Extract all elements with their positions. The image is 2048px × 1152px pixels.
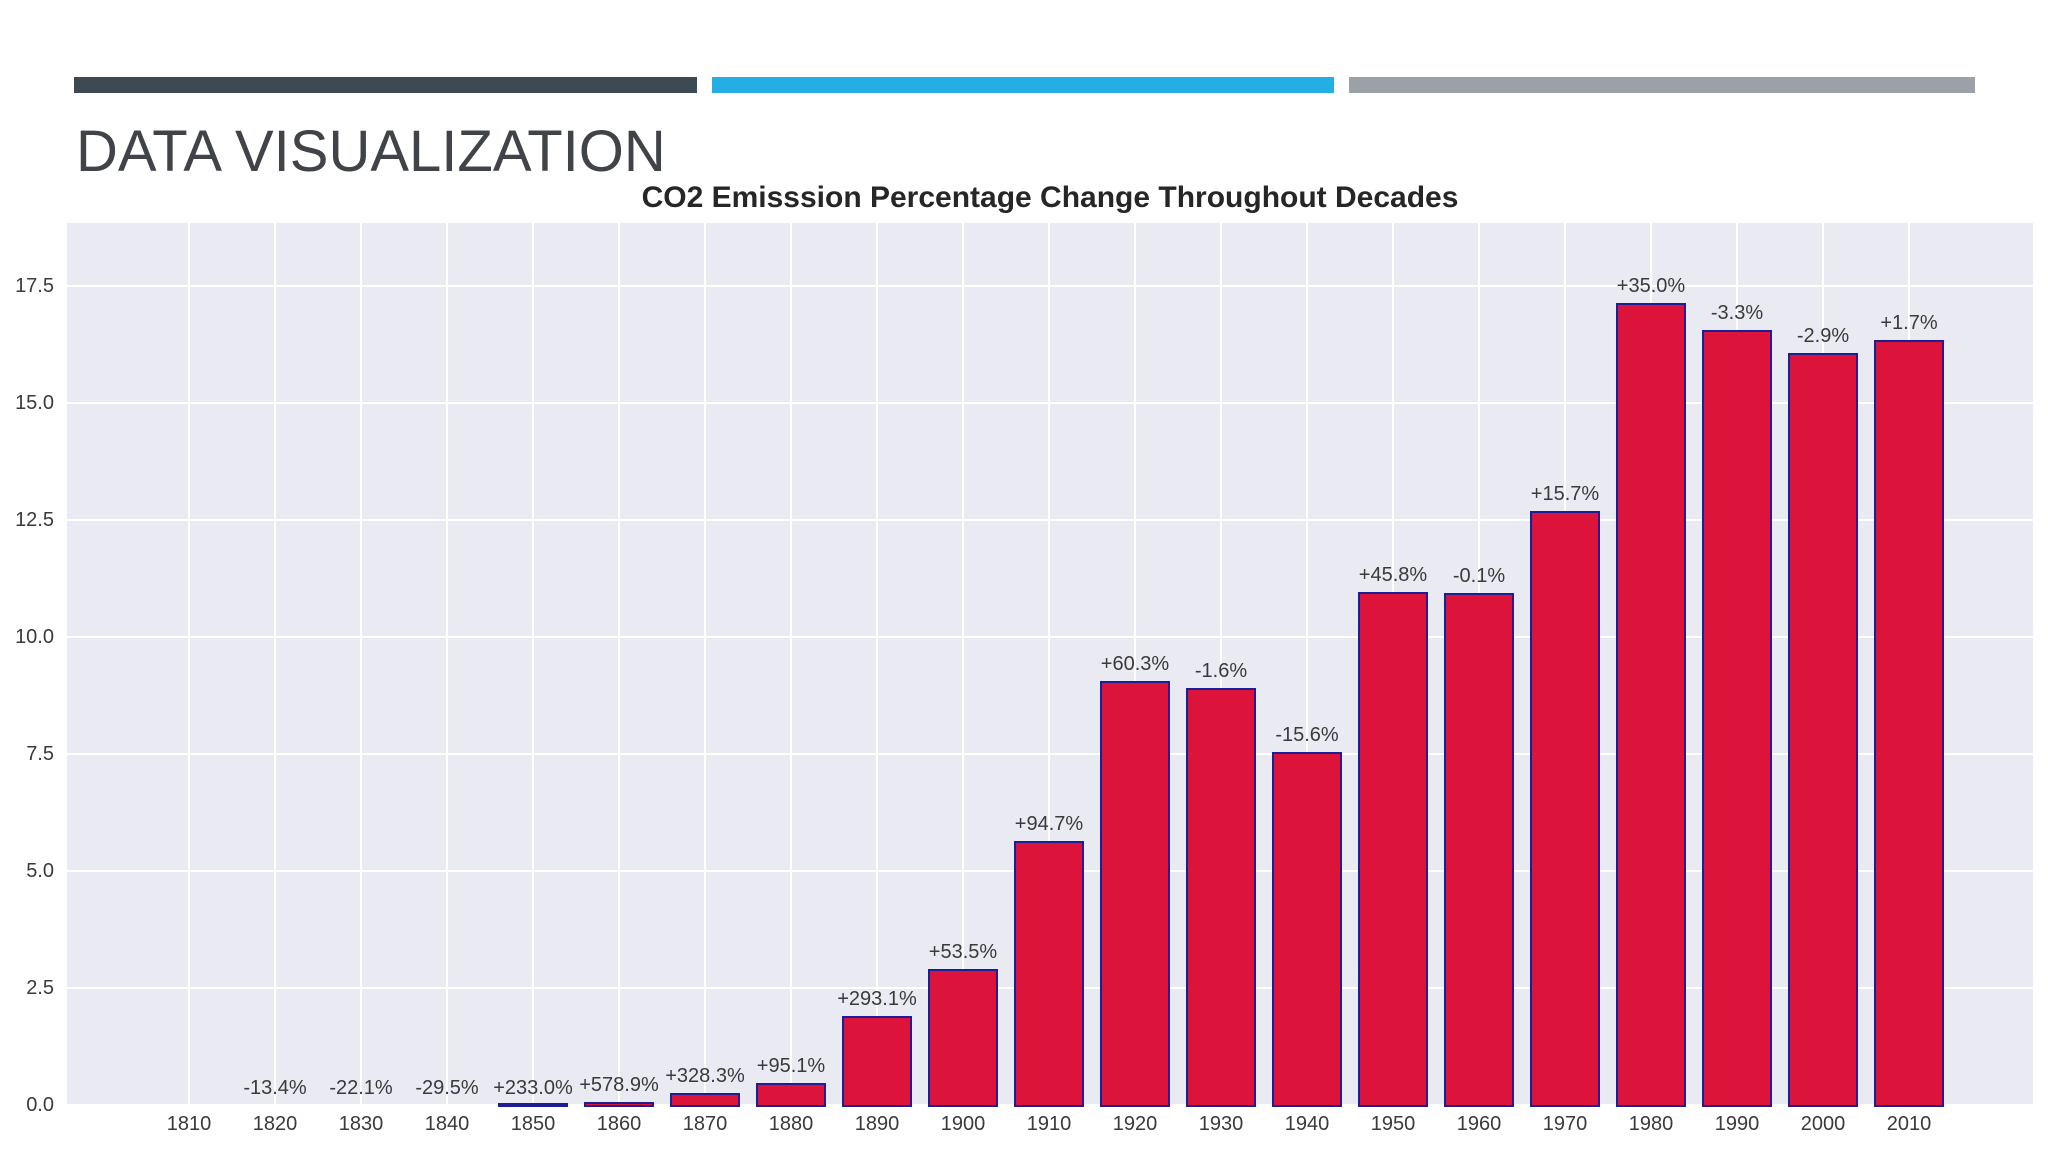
gridline-horizontal [67,519,2033,522]
bar [1358,592,1428,1107]
bar [584,1102,654,1107]
bar [1616,303,1686,1107]
x-tick-label: 1900 [940,1113,986,1135]
bar [1702,330,1772,1107]
gridline-vertical [876,223,878,1105]
y-tick-label: 10.0 [15,626,54,649]
gridline-vertical [1134,223,1136,1105]
gridline-vertical [962,223,964,1105]
gridline-horizontal [67,753,2033,756]
bar-label: +53.5% [928,940,998,963]
x-tick-label: 1970 [1542,1113,1588,1135]
x-tick-label: 1820 [252,1113,298,1135]
bar [756,1082,826,1107]
bar-label: -22.1% [329,1076,393,1099]
x-tick-label: 2000 [1800,1113,1846,1135]
x-tick-label: 1890 [854,1113,900,1135]
gridline-vertical [790,223,792,1105]
x-tick-label: 1870 [682,1113,728,1135]
gridline-vertical [274,223,276,1105]
gridline-vertical [1306,223,1308,1105]
gridline-horizontal [67,636,2033,639]
bar-label: -1.6% [1194,660,1248,683]
bar [1530,511,1600,1107]
accent-bar-cyan [712,77,1334,93]
gridline-vertical [360,223,362,1105]
bar-label: +45.8% [1358,564,1428,587]
chart-title: CO2 Emisssion Percentage Change Througho… [641,181,1459,214]
accent-bar-gray [1349,77,1975,93]
bar [1874,339,1944,1107]
x-tick-label: 2010 [1886,1113,1932,1135]
gridline-vertical [446,223,448,1105]
y-tick-label: 15.0 [15,392,54,415]
bar-label: -3.3% [1710,302,1764,325]
bar [1272,752,1342,1107]
slide-heading: DATA VISUALIZATION [76,118,666,184]
bar [670,1093,740,1107]
x-tick-label: 1960 [1456,1113,1502,1135]
gridline-vertical [618,223,620,1105]
x-tick-label: 1920 [1112,1113,1158,1135]
x-tick-label: 1880 [768,1113,814,1135]
gridline-vertical [1048,223,1050,1105]
y-tick-label: 7.5 [26,743,54,766]
gridline-vertical [188,223,190,1105]
gridline-horizontal [67,285,2033,288]
y-tick-label: 12.5 [15,509,54,532]
bar [498,1103,568,1107]
bar-label: +293.1% [837,988,917,1011]
bar-label: -29.5% [415,1076,479,1099]
bar [1100,681,1170,1107]
bar [1186,688,1256,1107]
bar [928,968,998,1107]
x-tick-label: 1910 [1026,1113,1072,1135]
bar-label: -0.1% [1452,565,1506,588]
bar [1788,353,1858,1107]
bar-label: -15.6% [1275,724,1339,747]
accent-bar-dark [74,77,697,93]
plot-area: -13.4% -22.1% -29.5% +233.0% +578.9% +328.3% +… [67,223,2033,1107]
bar-label: +233.0% [493,1076,573,1099]
x-tick-label: 1850 [510,1113,556,1135]
bar [842,1016,912,1107]
bar-label: +1.7% [1880,311,1938,334]
x-tick-label: 1930 [1198,1113,1244,1135]
gridline-vertical [1220,223,1222,1105]
y-tick-label: 5.0 [26,860,54,883]
bar-label: +578.9% [579,1074,659,1097]
y-tick-label: 2.5 [26,977,54,1000]
bar-label: +328.3% [665,1065,745,1088]
bar-label: -13.4% [243,1076,307,1099]
bar-label: +95.1% [756,1054,826,1077]
x-tick-label: 1860 [596,1113,642,1135]
bar-label: +60.3% [1100,653,1170,676]
bar-label: +35.0% [1616,275,1686,298]
x-tick-label: 1950 [1370,1113,1416,1135]
bar-label: -2.9% [1796,325,1850,348]
gridline-vertical [532,223,534,1105]
x-tick-label: 1840 [424,1113,470,1135]
gridline-vertical [704,223,706,1105]
y-tick-label: 17.5 [15,275,54,298]
x-tick-label: 1940 [1284,1113,1330,1135]
bar-label: +15.7% [1530,483,1600,506]
x-tick-label: 1980 [1628,1113,1674,1135]
x-tick-label: 1830 [338,1113,384,1135]
bar [1014,841,1084,1107]
gridline-horizontal [67,402,2033,405]
x-tick-label: 1990 [1714,1113,1760,1135]
x-tick-label: 1810 [166,1113,212,1135]
bar [1444,593,1514,1107]
bar-label: +94.7% [1014,813,1084,836]
y-tick-label: 0.0 [26,1094,54,1116]
